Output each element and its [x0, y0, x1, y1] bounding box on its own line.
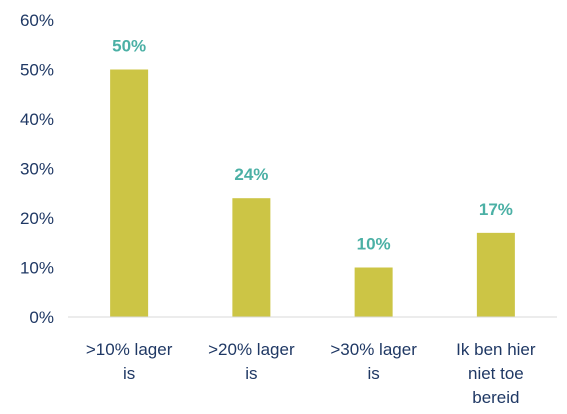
- data-label: 10%: [357, 235, 391, 254]
- data-label: 50%: [112, 37, 146, 56]
- bar: [354, 267, 393, 317]
- x-category-label: Ik ben hier niet toe bereid: [456, 340, 536, 407]
- bars: 50% 24% 10% 17%: [110, 37, 515, 317]
- bar: [232, 198, 271, 317]
- y-tick-label: 0%: [29, 308, 54, 327]
- x-category-label: >30% lager is: [330, 340, 417, 383]
- y-axis: 0% 10% 20% 30% 40% 50% 60%: [20, 11, 54, 327]
- data-label: 24%: [234, 165, 268, 184]
- bar: [110, 69, 149, 317]
- x-category-label: >10% lager is: [86, 340, 173, 383]
- bar: [476, 232, 515, 317]
- y-tick-label: 20%: [20, 209, 54, 228]
- y-tick-label: 30%: [20, 160, 54, 179]
- y-tick-label: 50%: [20, 61, 54, 80]
- y-tick-label: 60%: [20, 11, 54, 30]
- x-axis: >10% lager is >20% lager is >30% lager is Ik b…: [68, 316, 557, 407]
- x-category-label: >20% lager is: [208, 340, 295, 383]
- y-tick-label: 10%: [20, 259, 54, 278]
- y-tick-label: 40%: [20, 110, 54, 129]
- data-label: 17%: [479, 200, 513, 219]
